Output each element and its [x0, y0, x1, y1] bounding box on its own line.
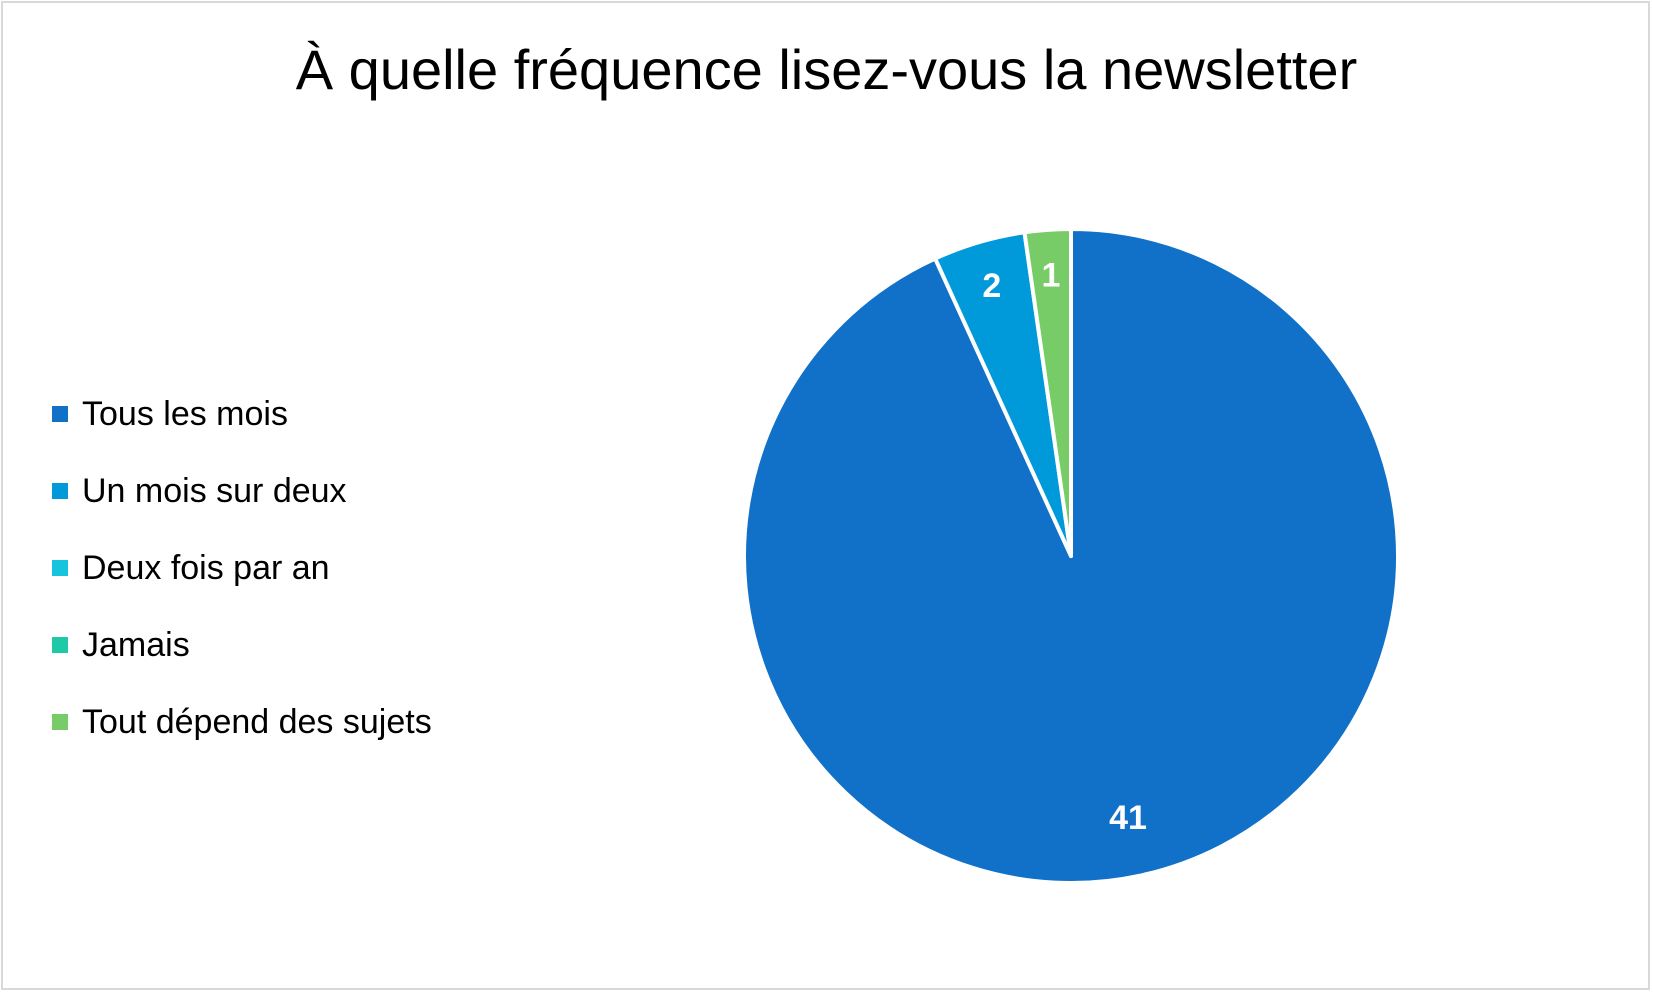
- pie-data-label: 2: [982, 267, 1001, 305]
- pie-data-label: 41: [1109, 799, 1147, 837]
- chart-legend: Tous les mois Un mois sur deux Deux fois p…: [52, 375, 512, 760]
- legend-item: Tous les mois: [52, 375, 512, 452]
- legend-item: Un mois sur deux: [52, 452, 512, 529]
- legend-swatch: [52, 482, 68, 499]
- legend-swatch: [52, 405, 68, 422]
- pie-data-label: 1: [1041, 257, 1060, 295]
- pie-slice: [1022, 227, 1073, 558]
- legend-label: Un mois sur deux: [82, 471, 347, 510]
- chart-title: À quelle fréquence lisez-vous la newslet…: [295, 38, 1358, 101]
- legend-label: Jamais: [82, 625, 190, 664]
- legend-item: Deux fois par an: [52, 529, 512, 606]
- legend-item: Jamais: [52, 606, 512, 683]
- legend-label: Tous les mois: [82, 394, 288, 433]
- legend-label: Deux fois par an: [82, 548, 330, 587]
- legend-swatch: [52, 636, 68, 653]
- legend-swatch: [52, 713, 68, 730]
- legend-swatch: [52, 559, 68, 576]
- legend-label: Tout dépend des sujets: [82, 702, 432, 741]
- legend-item: Tout dépend des sujets: [52, 683, 512, 760]
